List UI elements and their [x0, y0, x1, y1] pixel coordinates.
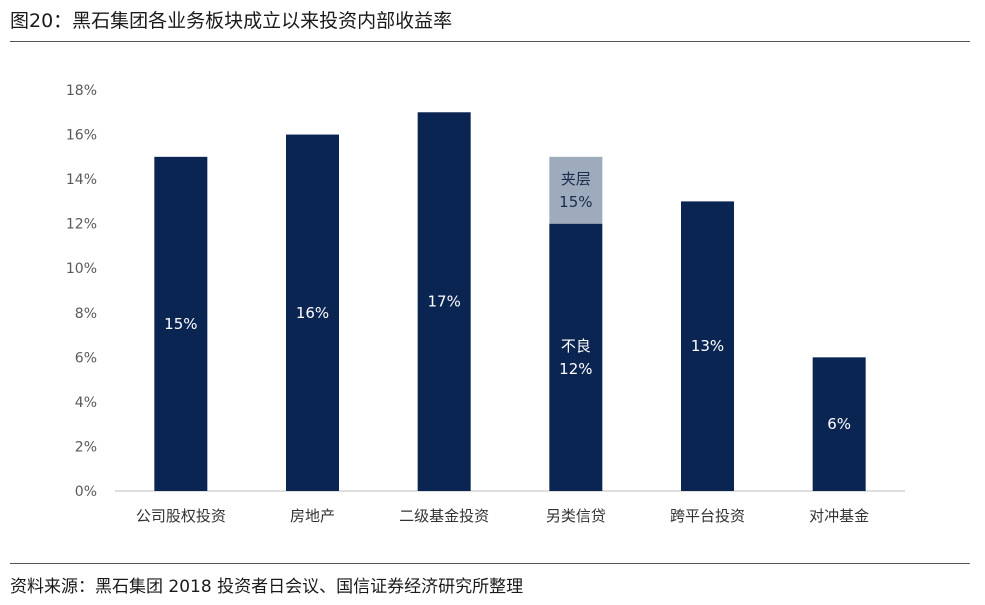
y-tick-label: 18%: [66, 83, 97, 99]
chart-title: 图20：黑石集团各业务板块成立以来投资内部收益率: [10, 10, 453, 32]
y-tick-label: 0%: [75, 484, 97, 500]
y-tick-label: 12%: [66, 217, 97, 233]
y-tick-label: 6%: [75, 350, 97, 366]
y-tick-label: 14%: [66, 172, 97, 188]
x-tick-label: 对冲基金: [809, 507, 869, 525]
bar-1: [549, 223, 603, 491]
y-tick-label: 2%: [75, 439, 97, 455]
bar-1: [417, 112, 471, 492]
bar-1: [154, 156, 208, 492]
x-tick-label: 公司股权投资: [136, 507, 226, 525]
x-tick-label: 跨平台投资: [670, 507, 745, 525]
y-tick-label: 16%: [66, 128, 97, 144]
data-label: 12%: [559, 360, 592, 378]
source-divider: [10, 563, 970, 564]
data-label: 17%: [427, 293, 460, 311]
x-tick-label: 二级基金投资: [399, 507, 489, 525]
data-label: 13%: [691, 337, 724, 355]
bar-1: [812, 357, 866, 491]
data-label: 6%: [827, 415, 851, 433]
bar-1: [681, 201, 734, 491]
x-tick-label: 房地产: [290, 507, 335, 525]
data-label: 15%: [559, 193, 592, 211]
bar-1: [286, 134, 339, 492]
y-tick-label: 8%: [75, 306, 97, 322]
bar-2: [549, 156, 603, 224]
title-divider: [10, 41, 970, 42]
data-label: 夹层: [561, 170, 591, 188]
y-tick-label: 10%: [66, 261, 97, 277]
data-label: 15%: [164, 315, 197, 333]
data-label: 不良: [561, 337, 591, 355]
x-tick-label: 另类信贷: [546, 507, 606, 525]
data-label: 16%: [296, 304, 329, 322]
bar-chart: 0% 2% 4% 6% 8% 10% 12% 14% 16% 18% 15% 公司股权投资 16% 房地产…: [66, 83, 905, 525]
source-note: 资料来源：黑石集团 2018 投资者日会议、国信证券经济研究所整理: [10, 577, 524, 597]
y-tick-label: 4%: [75, 395, 97, 411]
